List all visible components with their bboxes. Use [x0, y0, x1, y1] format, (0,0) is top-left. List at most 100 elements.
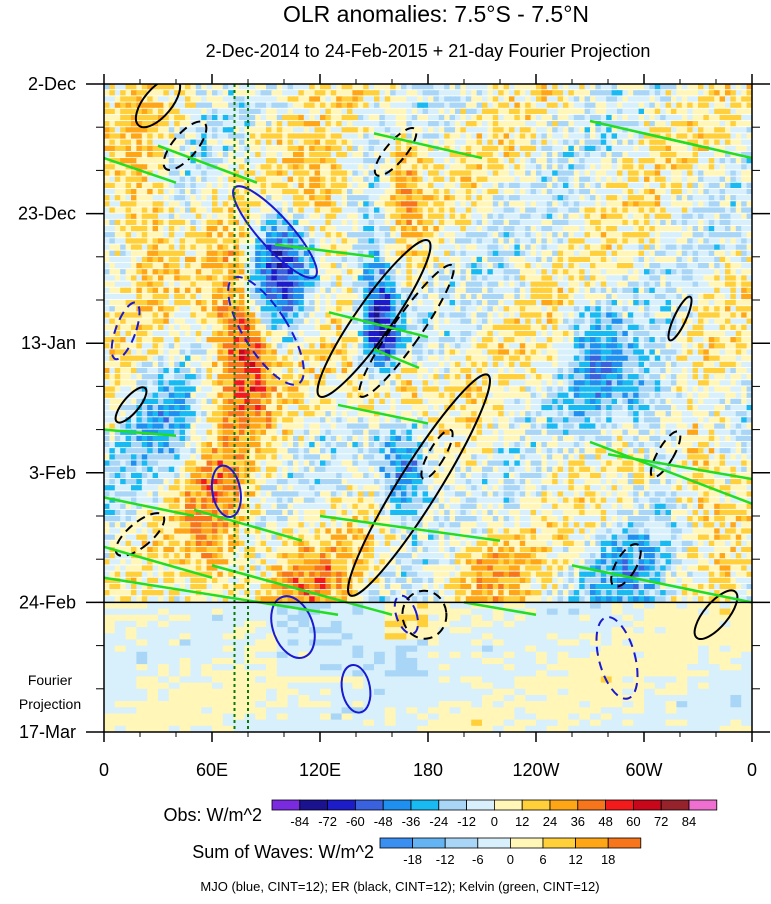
field-cell — [687, 250, 694, 256]
field-cell — [703, 225, 710, 232]
field-cell — [519, 201, 527, 207]
field-cell — [417, 250, 424, 256]
field-cell — [714, 158, 721, 164]
field-cell — [644, 127, 651, 133]
field-cell — [195, 225, 203, 232]
field-cell — [600, 108, 608, 114]
field-cell — [363, 127, 370, 133]
field-cell — [249, 232, 257, 238]
field-cell — [557, 114, 565, 121]
field-cell — [708, 195, 716, 201]
field-cell — [455, 127, 462, 133]
field-cell — [665, 145, 673, 152]
field-cell — [120, 164, 127, 170]
field-cell — [444, 182, 451, 189]
field-cell — [546, 176, 554, 182]
field-cell — [179, 121, 187, 127]
field-cell — [498, 114, 505, 121]
field-cell — [438, 114, 446, 121]
field-cell — [741, 170, 748, 176]
field-cell — [266, 84, 273, 90]
field-cell — [325, 96, 332, 102]
field-cell — [627, 188, 635, 195]
field-cell — [698, 133, 705, 139]
field-cell — [325, 108, 332, 114]
field-cell — [665, 207, 673, 213]
field-cell — [293, 213, 300, 219]
field-cell — [271, 225, 278, 232]
field-cell — [600, 96, 608, 102]
field-cell — [131, 238, 138, 244]
field-cell — [357, 145, 365, 152]
field-cell — [401, 182, 408, 189]
field-cell — [460, 139, 467, 145]
field-cell — [482, 170, 489, 176]
field-cell — [325, 139, 332, 145]
field-cell — [374, 201, 381, 207]
field-cell — [703, 195, 710, 201]
field-cell — [638, 225, 646, 232]
field-cell — [185, 207, 192, 213]
field-cell — [276, 151, 284, 158]
field-cell — [390, 121, 397, 127]
field-cell — [519, 145, 527, 152]
field-cell — [536, 195, 543, 201]
field-cell — [627, 207, 635, 213]
field-cell — [104, 225, 111, 232]
field-cell — [692, 250, 700, 256]
field-cell — [557, 182, 565, 189]
field-cell — [152, 182, 160, 189]
field-cell — [212, 207, 219, 213]
field-cell — [428, 195, 435, 201]
field-cell — [363, 96, 370, 102]
field-cell — [482, 102, 489, 108]
field-cell — [131, 139, 138, 145]
field-cell — [449, 250, 457, 256]
field-cell — [168, 225, 176, 232]
field-cell — [676, 114, 683, 121]
field-cell — [168, 213, 176, 219]
field-cell — [573, 188, 581, 195]
field-cell — [136, 127, 143, 133]
field-cell — [379, 188, 386, 195]
field-cell — [438, 151, 446, 158]
field-cell — [249, 256, 257, 263]
field-cell — [536, 84, 543, 90]
field-cell — [444, 244, 451, 250]
field-cell — [293, 201, 300, 207]
field-cell — [530, 225, 538, 232]
field-cell — [287, 127, 295, 133]
field-cell — [260, 84, 268, 90]
field-cell — [438, 188, 446, 195]
field-cell — [471, 158, 478, 164]
field-cell — [573, 213, 581, 219]
field-cell — [703, 207, 710, 213]
field-cell — [244, 201, 251, 207]
field-cell — [260, 133, 268, 139]
field-cell — [536, 238, 543, 244]
field-cell — [417, 127, 424, 133]
field-cell — [730, 145, 737, 152]
field-cell — [627, 90, 635, 96]
field-cell — [579, 108, 586, 114]
field-cell — [401, 102, 408, 108]
field-cell — [595, 114, 602, 121]
field-cell — [687, 145, 694, 152]
field-cell — [190, 256, 197, 263]
field-cell — [735, 127, 743, 133]
field-cell — [390, 176, 397, 182]
field-cell — [665, 201, 673, 207]
field-cell — [687, 151, 694, 158]
field-cell — [627, 176, 635, 182]
field-cell — [401, 188, 408, 195]
field-cell — [179, 213, 187, 219]
field-cell — [681, 213, 689, 219]
field-cell — [735, 121, 743, 127]
field-cell — [368, 96, 376, 102]
field-cell — [347, 188, 354, 195]
field-cell — [417, 121, 424, 127]
field-cell — [600, 207, 608, 213]
field-cell — [395, 164, 403, 170]
field-cell — [525, 102, 532, 108]
